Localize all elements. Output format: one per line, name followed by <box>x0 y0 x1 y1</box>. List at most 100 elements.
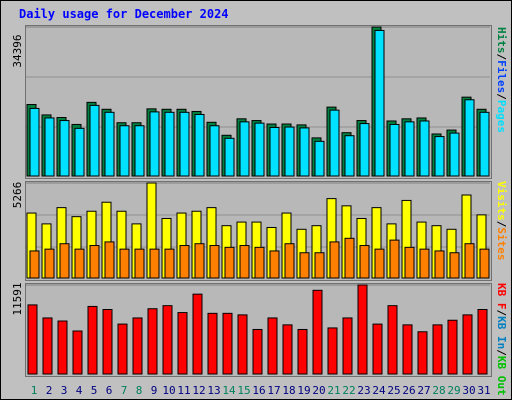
files-bar <box>149 111 160 177</box>
day-label: 23 <box>357 384 370 397</box>
files-bar <box>344 135 355 177</box>
files-bar <box>359 123 370 177</box>
day-label: 3 <box>61 384 68 397</box>
kbytes-bar <box>447 319 458 375</box>
kbytes-bar <box>267 317 278 375</box>
sites-bar <box>404 246 415 279</box>
day-label: 16 <box>252 384 265 397</box>
day-label: 14 <box>222 384 236 397</box>
files-bar <box>449 132 460 177</box>
sites-bar <box>29 250 40 279</box>
kbytes-bar <box>222 312 233 375</box>
day-label: 13 <box>207 384 220 397</box>
kbytes-bar <box>477 309 488 375</box>
day-label: 22 <box>342 384 355 397</box>
kbytes-bar <box>177 312 188 375</box>
day-label: 25 <box>387 384 400 397</box>
kbytes-bar <box>162 305 173 375</box>
sites-bar <box>284 243 295 279</box>
files-bar <box>104 111 115 177</box>
sites-bar <box>134 248 145 279</box>
sites-bar <box>464 243 475 279</box>
files-bar <box>269 126 280 177</box>
day-label: 30 <box>462 384 475 397</box>
kbytes-bar <box>252 328 263 375</box>
day-label: 7 <box>121 384 128 397</box>
files-bar <box>299 127 310 177</box>
kbytes-bar <box>207 312 218 375</box>
sites-bar <box>239 245 250 279</box>
files-bar <box>374 29 385 177</box>
sites-bar <box>59 243 70 279</box>
kbytes-bar <box>387 305 398 375</box>
kbytes-bar <box>87 305 98 375</box>
day-label: 19 <box>297 384 310 397</box>
sites-bar <box>179 245 190 279</box>
files-bar <box>389 123 400 177</box>
sites-bar <box>419 248 430 279</box>
files-bar <box>434 136 445 177</box>
kbytes-bar <box>312 289 323 375</box>
files-bar <box>404 121 415 177</box>
kbytes-bar <box>417 331 428 375</box>
kbytes-bar <box>237 314 248 375</box>
kbytes-bar <box>147 308 158 375</box>
kbytes-bar <box>297 328 308 375</box>
kbytes-bar <box>42 317 53 375</box>
day-label: 1 <box>31 384 38 397</box>
files-bar <box>74 127 85 177</box>
sites-bar <box>164 248 175 279</box>
kbytes-bar <box>117 323 128 375</box>
kbytes-bar <box>192 293 203 375</box>
files-bar <box>209 125 220 177</box>
sites-bar <box>359 245 370 279</box>
kbytes-bar <box>342 317 353 375</box>
sites-bar <box>44 248 55 279</box>
day-label: 29 <box>447 384 460 397</box>
files-bar <box>164 111 175 177</box>
sites-bar <box>374 248 385 279</box>
sites-bar <box>344 237 355 279</box>
kbytes-bar <box>282 324 293 375</box>
sites-bar <box>89 245 100 279</box>
day-label: 10 <box>162 384 175 397</box>
files-bar <box>419 120 430 177</box>
kbytes-bar <box>372 323 383 375</box>
day-label: 8 <box>136 384 143 397</box>
files-bar <box>224 137 235 177</box>
day-label: 2 <box>46 384 53 397</box>
day-label: 4 <box>76 384 83 397</box>
files-bar <box>179 111 190 177</box>
sites-bar <box>479 248 490 279</box>
files-bar <box>254 122 265 177</box>
day-label: 5 <box>91 384 98 397</box>
files-bar <box>119 125 130 177</box>
files-bar <box>134 125 145 177</box>
day-label: 27 <box>417 384 430 397</box>
sites-bar <box>209 245 220 279</box>
day-label: 12 <box>192 384 205 397</box>
kbytes-bar <box>327 327 338 375</box>
sites-bar <box>149 248 160 279</box>
files-bar <box>29 107 40 177</box>
kbytes-bar <box>432 324 443 375</box>
day-label: 17 <box>267 384 280 397</box>
files-bar <box>44 117 55 177</box>
kbytes-bar <box>462 314 473 375</box>
kbytes-bar <box>357 284 368 375</box>
sites-bar <box>329 241 340 279</box>
files-bar <box>239 121 250 177</box>
sites-bar <box>194 243 205 279</box>
day-label: 6 <box>106 384 113 397</box>
sites-bar <box>434 250 445 279</box>
kbytes-bar <box>57 320 68 375</box>
files-bar <box>479 111 490 177</box>
day-label: 31 <box>477 384 490 397</box>
sites-bar <box>224 246 235 279</box>
files-bar <box>314 140 325 177</box>
day-label: 9 <box>151 384 158 397</box>
day-label: 18 <box>282 384 295 397</box>
kbytes-bar <box>102 309 113 375</box>
